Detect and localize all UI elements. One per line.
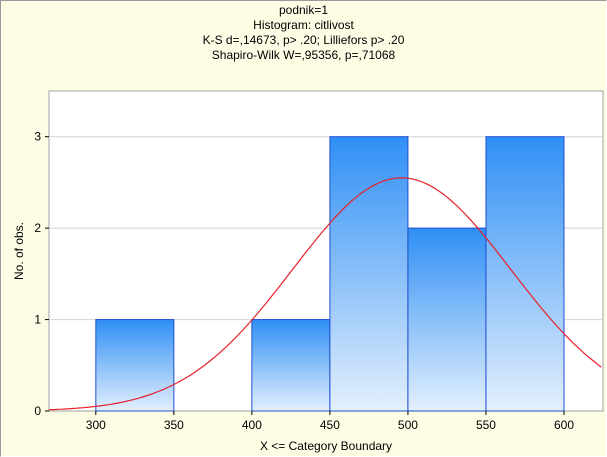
chart-title-block: podnik=1 Histogram: citlivost K-S d=,146… (0, 3, 607, 63)
normal-fit-curve (48, 177, 602, 411)
x-tick-label-450: 450 (320, 418, 340, 432)
x-axis-title: X <= Category Boundary (260, 439, 392, 453)
axes: 300 350 400 450 500 550 600 0 1 2 3 (34, 130, 574, 432)
chart-title-line-3: K-S d=,14673, p> .20; Lilliefors p> .20 (202, 33, 405, 47)
x-tick-label-500: 500 (398, 418, 418, 432)
chart-title-line-4: Shapiro-Wilk W=,95356, p=,71068 (211, 48, 396, 62)
y-tick-label-0: 0 (34, 404, 41, 418)
x-tick-label-400: 400 (242, 418, 262, 432)
y-tick-label-3: 3 (34, 130, 41, 144)
histogram-bar-0 (95, 319, 175, 412)
chart-title-line-1: podnik=1 (278, 3, 329, 17)
x-tick-label-550: 550 (476, 418, 496, 432)
histogram-bars (95, 136, 565, 412)
chart-title-line-2: Histogram: citlivost (253, 18, 354, 32)
histogram-bar-2 (251, 319, 331, 412)
x-tick-label-300: 300 (86, 418, 106, 432)
x-tick-label-600: 600 (554, 418, 574, 432)
x-tick-label-350: 350 (164, 418, 184, 432)
histogram-bar-5 (485, 136, 565, 412)
y-tick-label-2: 2 (34, 221, 41, 235)
normal-curve (48, 177, 602, 411)
y-tick-label-1: 1 (34, 313, 41, 327)
y-axis-title: No. of obs. (12, 222, 26, 280)
histogram-bar-4 (407, 227, 487, 412)
